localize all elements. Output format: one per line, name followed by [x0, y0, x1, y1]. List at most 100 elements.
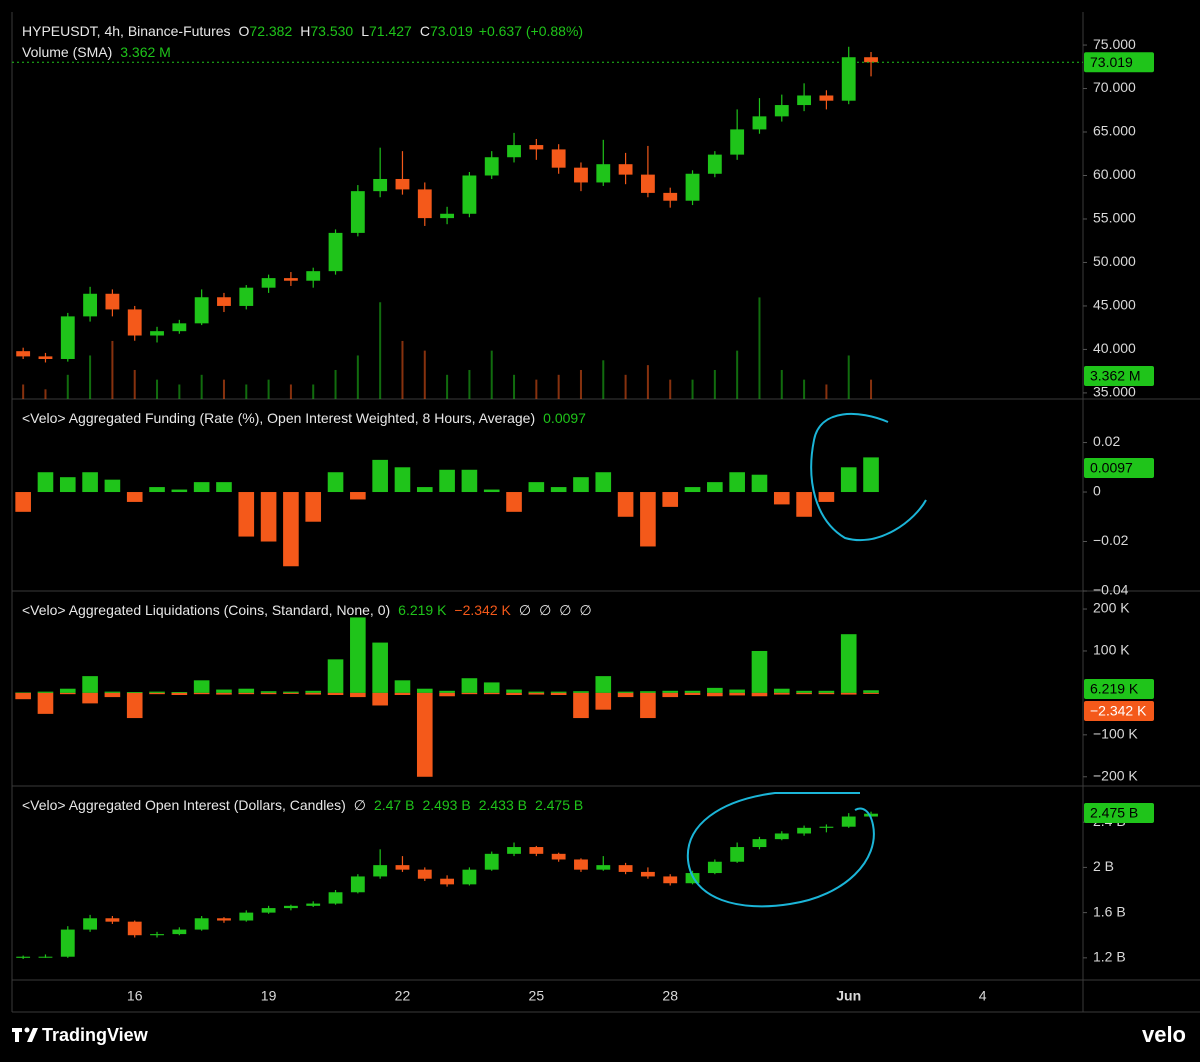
candle-body	[328, 232, 343, 272]
candle-body	[172, 929, 187, 935]
funding-bar	[684, 487, 701, 493]
liquidation-bar	[260, 692, 277, 695]
y-tick-label: 65.000	[1093, 123, 1136, 139]
y-tick-label: −0.04	[1093, 582, 1129, 598]
legend-item: Volume (SMA)	[22, 44, 112, 60]
liquidation-bar	[662, 690, 679, 693]
volume-bar	[356, 355, 359, 399]
liquidation-bar	[684, 690, 701, 693]
candle-body	[797, 95, 812, 106]
candle-body	[395, 178, 410, 190]
candle-body	[194, 297, 209, 324]
pane-legend: HYPEUSDT, 4h, Binance-Futures O72.382 H73.…	[22, 23, 583, 39]
funding-bar	[461, 469, 478, 493]
annotation-circle	[810, 413, 927, 541]
legend-item: 2.475 B	[535, 797, 583, 813]
liquidation-bar	[729, 689, 745, 693]
volume-bar	[557, 374, 560, 399]
candle-body	[306, 903, 321, 906]
candle-body	[83, 293, 98, 317]
funding-bar	[15, 492, 31, 512]
candle-body	[752, 116, 767, 130]
liquidation-bar	[573, 692, 589, 719]
candle-body	[841, 57, 856, 101]
candle-body	[864, 813, 878, 817]
funding-bar	[59, 477, 76, 493]
legend-item: 71.427	[369, 23, 412, 39]
legend-item: 3.362 M	[120, 44, 171, 60]
funding-bar	[149, 487, 165, 493]
funding-bar	[394, 467, 411, 493]
liquidation-bar	[461, 692, 478, 695]
y-tick-label: 75.000	[1093, 36, 1136, 52]
liquidation-bar	[216, 692, 232, 695]
funding-bar	[840, 467, 857, 493]
funding-bar	[506, 492, 522, 512]
liquidation-bar	[707, 687, 723, 693]
funding-bar	[751, 474, 768, 493]
liquidation-bar	[550, 691, 567, 693]
legend-item: L	[361, 23, 369, 39]
funding-bar	[662, 492, 679, 507]
candle-body	[350, 876, 365, 893]
liquidation-bar	[327, 692, 344, 695]
funding-bar	[617, 492, 634, 517]
candle-body	[217, 918, 231, 921]
liquidation-bar	[394, 680, 411, 693]
liquidation-bar	[171, 692, 188, 695]
funding-bar	[372, 459, 388, 493]
funding-bar	[126, 492, 143, 502]
funding-bar	[573, 477, 589, 493]
candle-body	[127, 921, 142, 936]
pane-legend: <Velo> Aggregated Liquidations (Coins, S…	[22, 602, 592, 618]
candle-body	[16, 956, 31, 958]
candle-body	[484, 157, 499, 176]
volume-bar	[22, 384, 25, 399]
volume-bar	[267, 379, 270, 399]
funding-bar	[283, 492, 299, 567]
pane-legend: <Velo> Aggregated Open Interest (Dollars…	[22, 797, 583, 813]
y-tick-label: −100 K	[1093, 726, 1138, 742]
y-tick-label: 2 B	[1093, 858, 1114, 874]
volume-bar	[847, 355, 850, 399]
y-tick-label: −200 K	[1093, 767, 1138, 783]
liquidation-bar	[238, 692, 255, 695]
candle-body	[239, 912, 254, 921]
candle-body	[841, 816, 856, 827]
liquidation-bar	[37, 692, 54, 714]
liquidation-bar	[550, 692, 567, 695]
candle-body	[663, 876, 678, 884]
liquidation-bar	[126, 692, 143, 719]
candle-body	[440, 213, 455, 219]
candle-body	[462, 869, 477, 885]
volume-bar	[490, 350, 493, 399]
candle-body	[640, 174, 655, 193]
legend-item: <Velo> Aggregated Open Interest (Dollars…	[22, 797, 346, 813]
frame	[11, 12, 1200, 1013]
liquidation-bar	[104, 692, 121, 698]
candle-body	[38, 956, 53, 958]
candle-body	[261, 908, 276, 913]
candle-body	[350, 191, 365, 233]
volume-bar	[379, 302, 382, 399]
candle-body	[373, 178, 388, 192]
candle-body	[707, 154, 722, 174]
x-tick-label: 4	[979, 988, 987, 1004]
price-label: 6.219 K	[1084, 679, 1154, 699]
volume-bar	[44, 389, 47, 399]
y-tick-label: 1.6 B	[1093, 903, 1126, 919]
volume-bar	[780, 369, 783, 399]
liquidation-bar	[796, 692, 812, 695]
volume-legend: Volume (SMA) 3.362 M	[22, 44, 171, 60]
funding-bar	[238, 492, 255, 537]
liquidation-bar	[216, 689, 232, 693]
legend-item: 0.0097	[543, 410, 586, 426]
price-label-text: 0.0097	[1090, 460, 1133, 476]
funding-bar	[193, 482, 210, 493]
volume-bar	[535, 379, 538, 399]
liquidation-bar	[37, 691, 54, 693]
candle-body	[217, 297, 231, 306]
liquidation-bar	[729, 692, 745, 696]
liquidation-bar	[238, 688, 255, 693]
